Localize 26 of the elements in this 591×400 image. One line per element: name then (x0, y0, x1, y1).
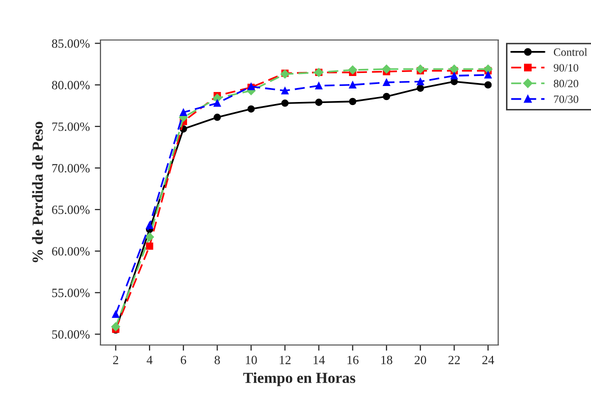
y-axis-title: % de Perdida de Peso (32, 122, 43, 262)
x-tick-label: 24 (482, 356, 494, 364)
y-tick-label: 55.00% (52, 288, 90, 298)
x-axis-title: Tiempo en Horas (243, 372, 356, 386)
x-tick-label: 6 (180, 356, 186, 364)
x-tick-label: 18 (381, 356, 392, 364)
x-tick-label: 14 (314, 356, 325, 364)
x-tick-label: 22 (448, 356, 460, 364)
legend-label: Control (554, 48, 588, 56)
y-tick-label: 65.00% (52, 206, 90, 214)
y-tick-label: 70.00% (52, 164, 90, 172)
y-tick-label: 60.00% (52, 247, 90, 256)
y-tick-label: 50.00% (52, 330, 90, 339)
x-tick-label: 4 (146, 356, 152, 364)
x-tick-label: 10 (246, 356, 257, 364)
legend-label: 80/20 (554, 80, 578, 88)
y-tick-label: 75.00% (52, 122, 90, 131)
x-tick-label: 2 (113, 356, 118, 364)
x-tick-label: 20 (414, 356, 426, 364)
y-tick-label: 85.00% (52, 39, 90, 48)
legend-label: 70/30 (554, 95, 578, 103)
y-tick-label: 80.00% (52, 80, 90, 90)
x-tick-label: 16 (348, 356, 359, 364)
x-tick-label: 12 (280, 356, 291, 364)
x-tick-label: 8 (214, 356, 220, 364)
legend-label: 90/10 (554, 64, 578, 72)
